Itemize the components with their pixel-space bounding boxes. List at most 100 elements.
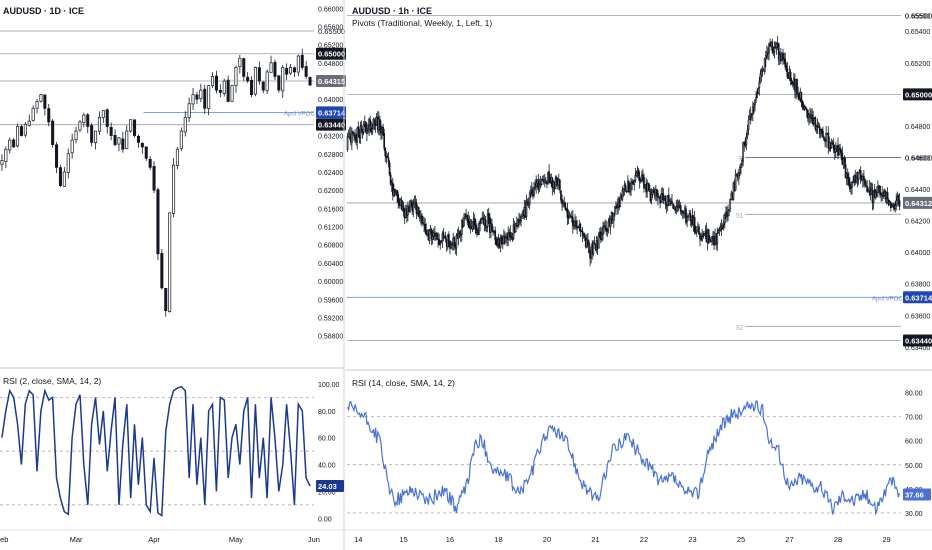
- candle: [638, 171, 641, 189]
- candle: [789, 68, 792, 86]
- time-tick-label: 22: [640, 535, 648, 544]
- time-tick-label: 16: [446, 535, 454, 544]
- candle: [702, 230, 705, 239]
- candle: [300, 48, 304, 70]
- candle: [628, 179, 630, 194]
- candle: [566, 202, 569, 225]
- candle: [790, 77, 793, 85]
- rsi-tick-label: 30.00: [905, 511, 923, 518]
- candle: [804, 105, 807, 110]
- candle: [74, 126, 78, 144]
- candle: [484, 215, 487, 232]
- candle: [438, 233, 441, 246]
- candle: [354, 129, 356, 144]
- candle: [360, 120, 363, 133]
- candle: [759, 69, 762, 84]
- price-tick-label: 0.61200: [318, 225, 343, 232]
- candle: [814, 116, 817, 132]
- candle: [62, 166, 66, 187]
- candle: [226, 75, 230, 103]
- candle: [694, 225, 697, 235]
- candle: [680, 209, 683, 216]
- price-tick-label: 0.66000: [318, 6, 343, 13]
- candle: [587, 233, 589, 247]
- candle: [849, 176, 851, 193]
- svg-text:0.65500: 0.65500: [905, 11, 932, 20]
- time-tick-label: May: [229, 535, 243, 544]
- price-tick-label: 0.64400: [905, 187, 930, 194]
- rsi-tick-label: 60.00: [318, 436, 336, 443]
- candle: [105, 108, 109, 134]
- candle: [564, 201, 567, 211]
- candle: [393, 183, 395, 197]
- rsi-tick-label: 20.00: [318, 489, 336, 496]
- time-tick-label: 14: [354, 535, 362, 544]
- candle: [766, 45, 768, 59]
- time-tick-label: Mar: [70, 535, 83, 544]
- candle: [775, 41, 778, 55]
- candle: [646, 179, 649, 198]
- candle: [555, 175, 558, 187]
- candle: [753, 102, 755, 114]
- candle: [413, 195, 416, 209]
- candle: [446, 233, 449, 251]
- candle: [857, 172, 860, 185]
- candle: [741, 158, 743, 168]
- daily-rsi-title[interactable]: RSI (2, close, SMA, 14, 2): [3, 376, 101, 386]
- candle: [577, 226, 580, 229]
- candle: [712, 230, 714, 246]
- pivots-indicator-title[interactable]: Pivots (Traditional, Weekly, 1, Left, 1): [352, 18, 492, 28]
- candle: [606, 227, 609, 237]
- candle: [496, 236, 499, 248]
- candle: [734, 169, 737, 192]
- candle: [664, 195, 667, 209]
- level-line-label: S1: [736, 213, 744, 219]
- candle: [35, 98, 39, 114]
- candle: [517, 218, 519, 230]
- candle: [66, 148, 70, 179]
- hourly-rsi-title[interactable]: RSI (14, close, SMA, 14, 2): [352, 378, 455, 388]
- price-tick-label: 0.65600: [318, 24, 343, 31]
- price-tick-label: 0.65400: [905, 29, 930, 36]
- candle: [211, 72, 215, 89]
- hourly-time-axis[interactable]: 14 15 16 18 20 21 22 23 25 27 28 29: [354, 535, 891, 544]
- candle: [575, 216, 577, 230]
- candle: [768, 42, 770, 61]
- candle: [502, 229, 505, 245]
- candle: [168, 212, 172, 313]
- candle: [519, 213, 521, 225]
- candle: [660, 187, 663, 204]
- time-tick-label: 20: [543, 535, 551, 544]
- daily-time-axis[interactable]: Feb Mar Apr May Jun: [0, 535, 320, 544]
- candle: [160, 249, 164, 290]
- candle: [207, 85, 211, 116]
- price-tick-label: 0.64600: [905, 155, 930, 162]
- candle: [837, 137, 839, 160]
- candle: [261, 81, 265, 94]
- svg-text:0.64600: 0.64600: [905, 153, 932, 162]
- candle: [144, 146, 148, 161]
- candle: [612, 213, 615, 229]
- rsi-tick-label: 80.00: [318, 409, 336, 416]
- level-line-label: S2: [736, 325, 744, 331]
- candle: [800, 91, 803, 108]
- candle: [739, 164, 741, 177]
- candle: [471, 221, 474, 233]
- time-tick-label: 21: [591, 535, 599, 544]
- rsi-tick-label: 70.00: [905, 415, 923, 422]
- candle: [234, 65, 238, 93]
- candle: [113, 129, 117, 146]
- candle: [366, 122, 368, 142]
- candle: [417, 206, 420, 218]
- candle: [593, 236, 596, 245]
- daily-chart-pane: 0.660000.656000.652000.648000.644000.640…: [0, 6, 346, 341]
- svg-text:0.65000: 0.65000: [318, 50, 345, 59]
- candle: [698, 224, 700, 235]
- candle: [716, 227, 719, 252]
- rsi-last-value: 24.03: [318, 482, 337, 491]
- candle: [748, 109, 751, 121]
- level-badge: 0.65500: [318, 27, 345, 36]
- candle: [418, 210, 421, 222]
- candle: [485, 225, 488, 233]
